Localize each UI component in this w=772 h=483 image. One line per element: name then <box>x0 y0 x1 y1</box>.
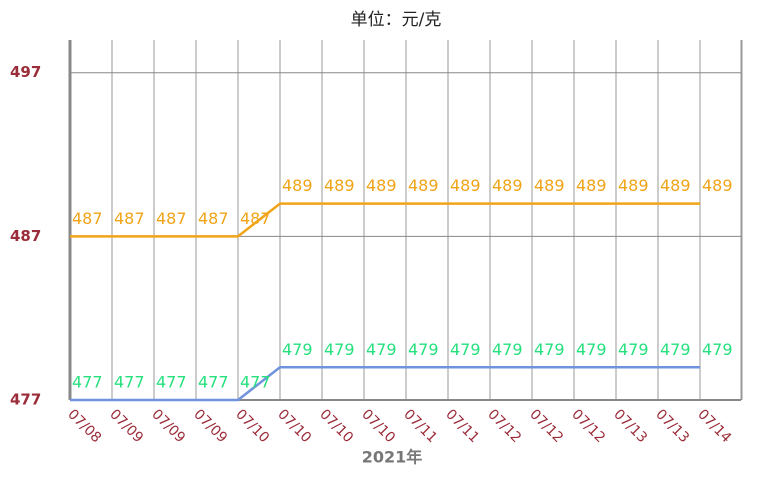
y-tick-label: 477 <box>10 391 41 409</box>
value-label: 487 <box>198 209 229 228</box>
value-label: 479 <box>408 340 439 359</box>
value-label: 477 <box>198 373 229 392</box>
value-label: 489 <box>534 176 565 195</box>
value-label: 479 <box>702 340 733 359</box>
value-label: 479 <box>492 340 523 359</box>
value-label: 477 <box>156 373 187 392</box>
value-label: 489 <box>324 176 355 195</box>
value-label: 489 <box>408 176 439 195</box>
value-label: 487 <box>72 209 103 228</box>
value-label: 489 <box>282 176 313 195</box>
value-label: 489 <box>492 176 523 195</box>
value-label: 489 <box>660 176 691 195</box>
chart-title: 单位：元/克 <box>351 10 442 30</box>
value-label: 479 <box>324 340 355 359</box>
value-label: 489 <box>702 176 733 195</box>
value-label: 489 <box>366 176 397 195</box>
value-label: 479 <box>660 340 691 359</box>
value-label: 479 <box>534 340 565 359</box>
y-tick-label: 487 <box>10 227 41 245</box>
value-label: 477 <box>72 373 103 392</box>
value-label: 477 <box>114 373 145 392</box>
series-line <box>70 202 700 238</box>
value-label: 487 <box>240 209 271 228</box>
value-label: 479 <box>576 340 607 359</box>
value-label: 487 <box>114 209 145 228</box>
value-label: 477 <box>240 373 271 392</box>
value-label: 479 <box>282 340 313 359</box>
y-tick-label: 497 <box>10 63 41 81</box>
value-label: 489 <box>450 176 481 195</box>
value-label: 479 <box>366 340 397 359</box>
series-line <box>70 366 700 402</box>
x-axis-label: 2021年 <box>362 448 423 467</box>
value-label: 489 <box>576 176 607 195</box>
value-label: 487 <box>156 209 187 228</box>
value-label: 489 <box>618 176 649 195</box>
value-label: 479 <box>618 340 649 359</box>
value-label: 479 <box>450 340 481 359</box>
